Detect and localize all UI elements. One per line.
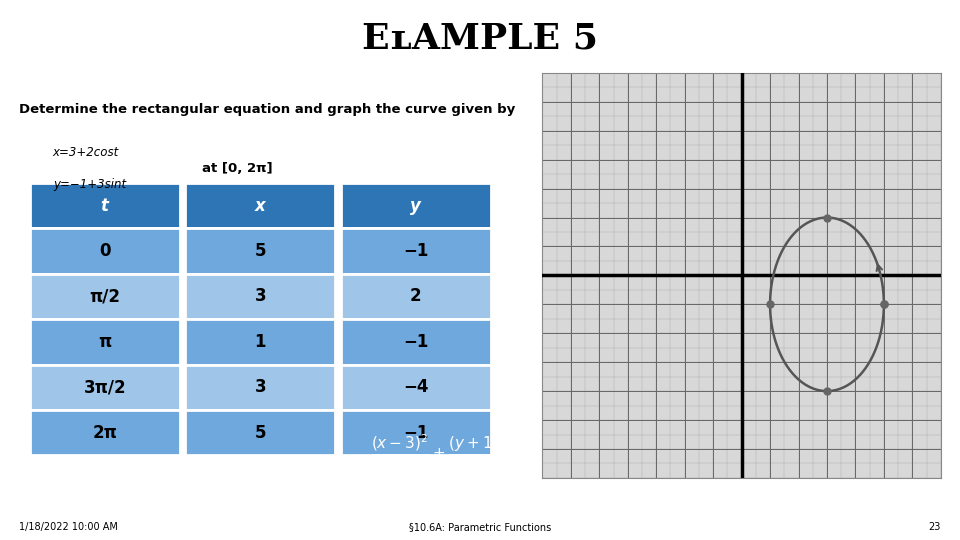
Bar [341,183,491,228]
Text: 23: 23 [928,522,941,532]
Text: π: π [98,333,111,351]
Text: −1: −1 [403,424,428,442]
Text: $\dfrac{(x-3)^2}{4}+\dfrac{(y+1)^2}{9}=1$: $\dfrac{(x-3)^2}{4}+\dfrac{(y+1)^2}{9}=1… [372,433,536,471]
Text: 5: 5 [254,242,266,260]
Bar [185,410,335,455]
Bar [185,274,335,319]
Text: x: x [255,197,266,214]
Point [762,300,778,309]
Bar [30,183,180,228]
Text: §10.6A: Parametric Functions: §10.6A: Parametric Functions [409,522,551,532]
Text: 2π: 2π [92,424,117,442]
Bar [30,319,180,364]
Text: 2: 2 [410,287,421,306]
Bar [341,364,491,410]
Text: 1/18/2022 10:00 AM: 1/18/2022 10:00 AM [19,522,118,532]
Text: x=3+2cost: x=3+2cost [53,146,119,159]
Text: 1: 1 [254,333,266,351]
Text: y=−1+3sint: y=−1+3sint [53,178,126,191]
Bar [341,319,491,364]
Bar [185,228,335,274]
Text: −1: −1 [403,333,428,351]
Text: −1: −1 [403,242,428,260]
Text: 3: 3 [254,287,266,306]
Bar [341,410,491,455]
Bar [30,410,180,455]
Bar [30,364,180,410]
Bar [341,228,491,274]
Point [819,387,834,395]
Point [819,213,834,222]
Text: 5: 5 [254,424,266,442]
Text: y: y [410,197,421,214]
Text: 3π/2: 3π/2 [84,378,126,396]
Text: 3: 3 [254,378,266,396]
Bar [185,183,335,228]
Text: −4: −4 [403,378,428,396]
Text: 0: 0 [99,242,110,260]
Point [876,300,892,309]
Bar [185,364,335,410]
Text: EʟAMPLE 5: EʟAMPLE 5 [362,22,598,56]
Text: Determine the rectangular equation and graph the curve given by: Determine the rectangular equation and g… [19,103,516,116]
Point [876,300,892,309]
Bar [341,274,491,319]
Bar [30,228,180,274]
Text: π/2: π/2 [89,287,120,306]
Text: t: t [101,197,108,214]
Text: at [0, 2π]: at [0, 2π] [202,162,273,175]
Bar [185,319,335,364]
Bar [30,274,180,319]
